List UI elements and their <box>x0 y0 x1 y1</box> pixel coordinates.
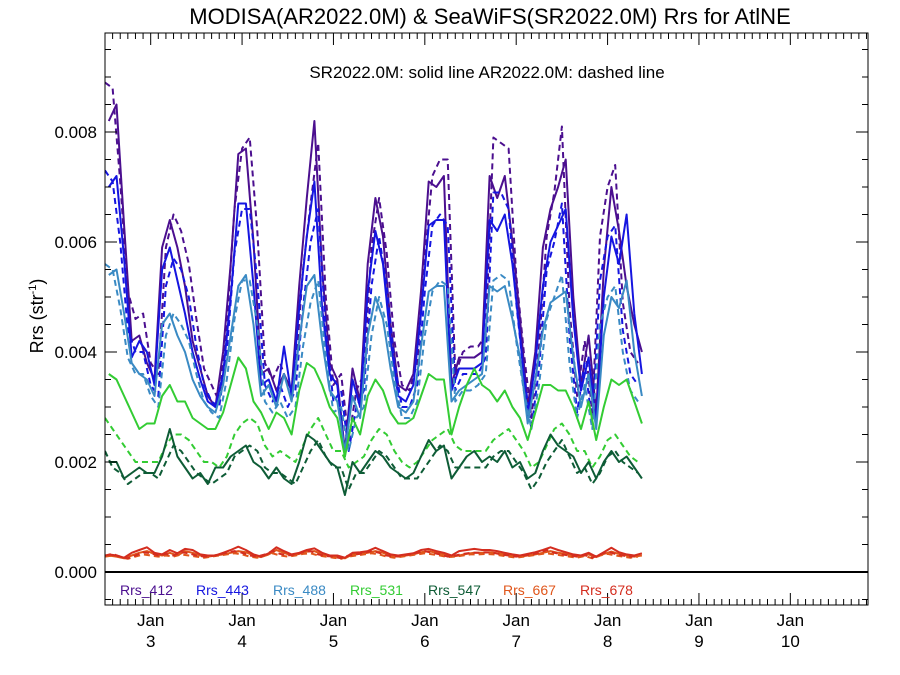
x-tick-label-month: Jan <box>502 611 529 630</box>
series-lines <box>105 81 643 560</box>
series-line-rrs_531-solid <box>108 356 643 458</box>
y-axis-label-main: Rrs (str <box>27 294 47 353</box>
x-tick-label-year: 9 <box>694 632 703 651</box>
legend-item-rrs_412: Rrs_412 <box>120 582 173 598</box>
x-tick-label-year: 7 <box>511 632 520 651</box>
series-layer <box>105 81 643 560</box>
x-tick-label-month: Jan <box>594 611 621 630</box>
series-line-rrs_531-dashed <box>105 417 639 469</box>
y-tick-label: 0.004 <box>54 343 97 362</box>
x-tick-label-month: Jan <box>320 611 347 630</box>
x-tick-label-year: 10 <box>781 632 800 651</box>
series-line-rrs_667-dashed <box>105 552 639 560</box>
chart-subtitle: SR2022.0M: solid line AR2022.0M: dashed … <box>309 63 664 82</box>
x-tick-label-month: Jan <box>137 611 164 630</box>
x-tick-label-month: Jan <box>685 611 712 630</box>
plot-frame <box>104 32 869 606</box>
x-tick-label-year: 4 <box>237 632 246 651</box>
y-tick-label: 0.006 <box>54 233 97 252</box>
y-tick-label: 0.002 <box>54 453 97 472</box>
axes-layer: 0.000 0.002 0.004 0.006 0.008 Jan 3 Jan 4 Jan 5 Jan… <box>54 32 869 651</box>
y-axis-label-tail: ) <box>27 279 47 285</box>
chart-title: MODISA(AR2022.0M) & SeaWiFS(SR2022.0M) R… <box>189 4 791 29</box>
legend-item-rrs_488: Rrs_488 <box>273 582 326 598</box>
x-tick-label-year: 3 <box>146 632 155 651</box>
series-line-rrs_412-dashed <box>105 81 639 441</box>
y-tick-label: 0.008 <box>54 123 97 142</box>
x-tick-label-year: 8 <box>603 632 612 651</box>
series-line-rrs_678-dashed <box>105 549 639 560</box>
x-tick-label-year: 6 <box>420 632 429 651</box>
y-axis-label: Rrs (str-1) <box>27 279 47 354</box>
y-axis-label-superscript: -1 <box>27 285 39 295</box>
legend-item-rrs_678: Rrs_678 <box>580 582 633 598</box>
series-line-rrs_412-solid <box>107 103 643 452</box>
x-tick-label-month: Jan <box>777 611 804 630</box>
y-tick-label: 0.000 <box>54 563 97 582</box>
series-line-rrs_488-dashed <box>105 263 639 452</box>
legend-item-rrs_531: Rrs_531 <box>350 582 403 598</box>
legend-item-rrs_443: Rrs_443 <box>196 582 249 598</box>
series-line-rrs_443-dashed <box>105 169 639 452</box>
series-line-rrs_547-dashed <box>105 439 639 491</box>
x-tick-label-year: 5 <box>329 632 338 651</box>
series-line-rrs_678-solid <box>108 545 643 559</box>
legend-item-rrs_547: Rrs_547 <box>428 582 481 598</box>
x-tick-label-month: Jan <box>411 611 438 630</box>
series-line-rrs_443-solid <box>107 175 643 458</box>
x-tick-label-month: Jan <box>228 611 255 630</box>
legend-item-rrs_667: Rrs_667 <box>503 582 556 598</box>
legend: Rrs_412 Rrs_443 Rrs_488 Rrs_531 Rrs_547 Rrs_6… <box>120 582 633 598</box>
